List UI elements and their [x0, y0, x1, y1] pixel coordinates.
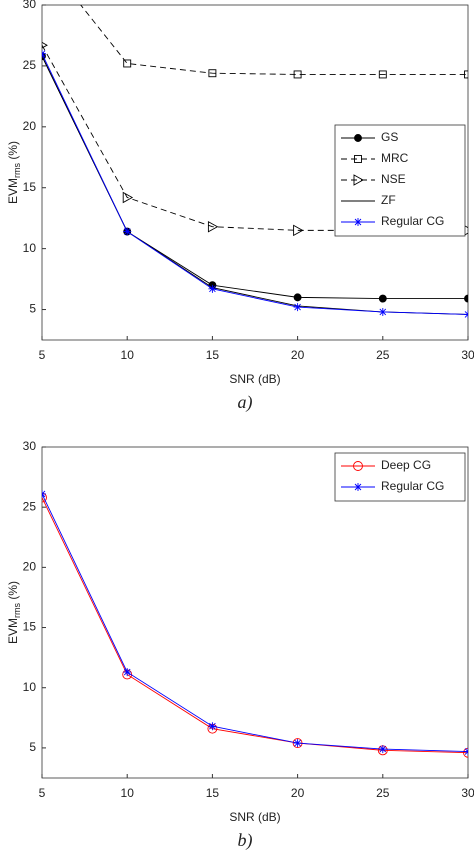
marker [464, 70, 468, 79]
marker [42, 49, 46, 58]
marker [293, 224, 304, 237]
legend-label: Deep CG [381, 458, 431, 472]
x-axis-label: SNR (dB) [229, 810, 280, 824]
x-tick-label: 10 [121, 348, 135, 362]
y-tick-label: 5 [29, 302, 36, 316]
marker [378, 745, 387, 754]
series-line [42, 493, 468, 752]
marker [293, 70, 302, 79]
marker [208, 69, 217, 78]
marker [464, 747, 468, 756]
marker [42, 41, 48, 49]
marker [464, 310, 468, 319]
marker [354, 155, 362, 163]
marker [207, 220, 219, 233]
y-tick-label: 25 [23, 499, 37, 513]
marker [123, 668, 132, 677]
marker [208, 722, 217, 731]
plot [42, 5, 468, 319]
y-label-unit: (%) [6, 141, 20, 163]
series-line [42, 44, 468, 231]
marker [293, 303, 302, 312]
y-tick-label: 25 [23, 58, 37, 72]
marker [378, 294, 387, 303]
x-tick-label: 30 [461, 786, 474, 800]
y-tick-label: 5 [29, 740, 36, 754]
series-line [42, 497, 468, 754]
marker [353, 461, 363, 471]
y-tick-label: 20 [23, 560, 37, 574]
marker [42, 492, 47, 503]
y-tick-label: 30 [23, 0, 37, 11]
marker [354, 218, 362, 226]
x-tick-label: 25 [376, 348, 390, 362]
y-axis-label: EVMrms (%) [6, 581, 22, 644]
y-label-sub: rms [12, 602, 22, 617]
marker [123, 227, 132, 236]
y-tick-label: 15 [23, 620, 37, 634]
y-tick-label: 15 [23, 180, 37, 194]
marker [293, 739, 302, 748]
legend-box [334, 124, 466, 237]
y-label-main: EVM [6, 618, 20, 644]
x-tick-label: 5 [39, 786, 46, 800]
series-line [80, 5, 468, 75]
y-label-main: EVM [6, 178, 20, 204]
marker [354, 134, 362, 142]
marker [378, 307, 387, 316]
legend-label: Regular CG [381, 479, 444, 493]
x-tick-label: 5 [39, 348, 46, 362]
caption: a) [238, 392, 253, 413]
caption: b) [238, 830, 253, 851]
series-line [42, 53, 468, 315]
marker [42, 489, 46, 498]
x-tick-label: 15 [206, 348, 220, 362]
y-label-sub: rms [12, 162, 22, 177]
y-tick-label: 10 [23, 241, 37, 255]
legend-box [334, 452, 466, 502]
x-tick-label: 30 [461, 348, 474, 362]
marker [378, 70, 387, 79]
x-tick-label: 20 [291, 348, 305, 362]
marker [354, 483, 362, 491]
legend-label: Regular CG [381, 214, 444, 228]
x-axis-label: SNR (dB) [229, 372, 280, 386]
legend-label: ZF [381, 193, 396, 207]
marker [463, 747, 468, 758]
y-tick-label: 10 [23, 680, 37, 694]
marker [123, 59, 132, 68]
y-label-unit: (%) [6, 581, 20, 603]
plot [42, 489, 468, 758]
y-tick-label: 30 [23, 439, 37, 453]
legend-label: NSE [381, 172, 406, 186]
marker [293, 293, 302, 302]
legend-label: GS [381, 130, 398, 144]
x-tick-label: 15 [206, 786, 220, 800]
marker [208, 284, 217, 293]
marker [353, 174, 364, 186]
plot-area [41, 446, 469, 779]
marker [464, 294, 468, 303]
y-tick-label: 20 [23, 119, 37, 133]
x-tick-label: 10 [121, 786, 135, 800]
legend-label: MRC [381, 151, 409, 165]
x-tick-label: 20 [291, 786, 305, 800]
x-tick-label: 25 [376, 786, 390, 800]
marker [122, 191, 134, 204]
y-axis-label: EVMrms (%) [6, 141, 22, 204]
